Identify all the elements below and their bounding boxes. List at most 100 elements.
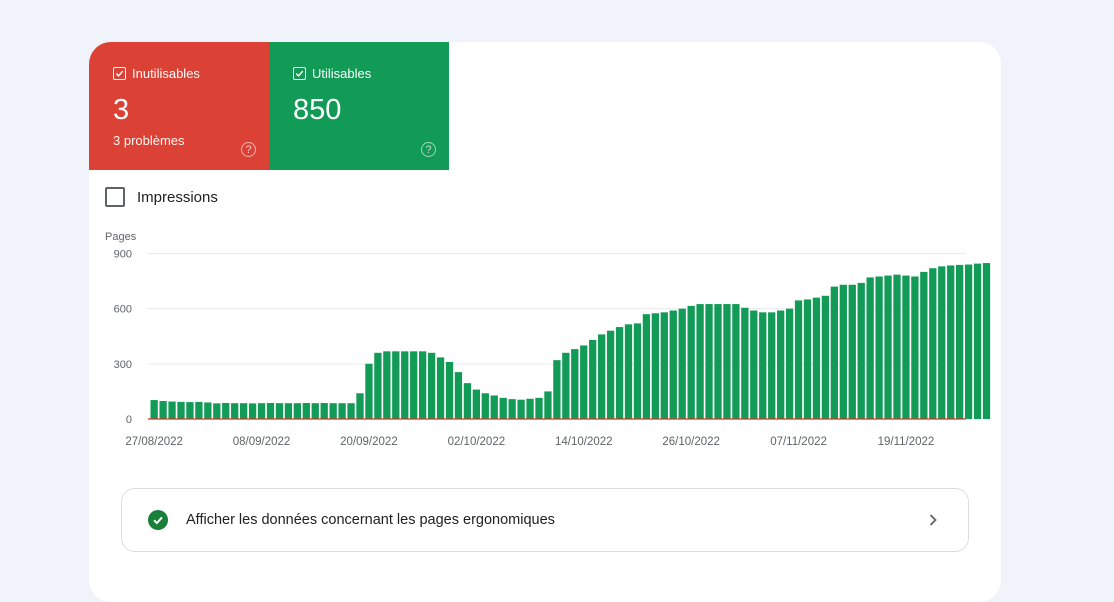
bar bbox=[526, 398, 534, 419]
bar bbox=[947, 265, 955, 419]
bar bbox=[741, 307, 749, 419]
bar bbox=[401, 351, 409, 419]
bar bbox=[803, 299, 812, 419]
bar bbox=[920, 271, 928, 419]
bar bbox=[562, 352, 570, 419]
bar bbox=[911, 276, 919, 419]
bar bbox=[866, 277, 874, 419]
bar bbox=[535, 397, 543, 419]
bar bbox=[723, 304, 731, 419]
x-tick-label: 02/10/2022 bbox=[448, 436, 506, 448]
view-usable-pages-label: Afficher les données concernant les page… bbox=[186, 512, 555, 528]
bar bbox=[848, 284, 856, 419]
view-usable-pages-link[interactable]: Afficher les données concernant les page… bbox=[121, 488, 969, 552]
bar bbox=[705, 304, 713, 419]
checkbox-checked-icon[interactable] bbox=[293, 67, 306, 80]
y-tick-label: 0 bbox=[126, 414, 132, 426]
bar bbox=[982, 263, 991, 419]
bar bbox=[445, 361, 454, 419]
bar bbox=[759, 312, 767, 419]
x-tick-label: 08/09/2022 bbox=[233, 436, 291, 448]
y-tick-label: 300 bbox=[114, 359, 132, 371]
y-tick-label: 900 bbox=[114, 249, 132, 261]
bar bbox=[392, 351, 400, 419]
bar bbox=[821, 295, 830, 419]
bar bbox=[660, 312, 668, 419]
bar bbox=[338, 403, 346, 419]
help-icon[interactable]: ? bbox=[421, 142, 436, 157]
bar bbox=[580, 345, 588, 419]
help-icon[interactable]: ? bbox=[241, 142, 256, 157]
bar bbox=[830, 286, 838, 419]
bar bbox=[481, 393, 489, 419]
bar bbox=[893, 274, 901, 419]
checkbox-checked-icon[interactable] bbox=[113, 67, 126, 80]
check-circle-icon bbox=[148, 510, 168, 530]
bar bbox=[410, 351, 418, 419]
bar bbox=[213, 403, 221, 419]
bar bbox=[812, 297, 821, 419]
bar bbox=[159, 400, 167, 419]
bar bbox=[293, 403, 301, 419]
impressions-checkbox[interactable] bbox=[105, 187, 125, 207]
bar bbox=[606, 330, 615, 419]
impressions-label: Impressions bbox=[137, 188, 218, 206]
bar bbox=[508, 399, 516, 419]
bar bbox=[419, 351, 427, 419]
bar bbox=[544, 391, 552, 419]
y-tick-label: 600 bbox=[114, 304, 132, 316]
bar bbox=[589, 339, 597, 419]
tile-unusable[interactable]: Inutilisables 3 3 problèmes ? bbox=[89, 42, 269, 170]
bar bbox=[884, 275, 892, 419]
bar bbox=[284, 403, 293, 419]
bar bbox=[320, 403, 328, 419]
bar bbox=[302, 403, 310, 419]
bar bbox=[875, 276, 883, 419]
tile-usable[interactable]: Utilisables 850 ? bbox=[269, 42, 449, 170]
tile-unusable-value: 3 bbox=[113, 94, 130, 126]
tile-usable-label: Utilisables bbox=[312, 66, 372, 81]
bar bbox=[463, 383, 472, 419]
bar bbox=[248, 403, 257, 419]
bar bbox=[678, 308, 686, 419]
bar bbox=[374, 352, 382, 419]
bar bbox=[222, 403, 230, 419]
tile-unusable-subtitle: 3 problèmes bbox=[113, 133, 185, 148]
tile-usable-header: Utilisables bbox=[293, 66, 449, 81]
x-tick-label: 07/11/2022 bbox=[770, 436, 827, 448]
impressions-toggle[interactable]: Impressions bbox=[105, 187, 218, 207]
tile-unusable-label: Inutilisables bbox=[132, 66, 200, 81]
bar bbox=[311, 403, 319, 419]
bar bbox=[168, 401, 176, 419]
bar bbox=[929, 268, 937, 419]
bar bbox=[794, 300, 803, 419]
x-tick-label: 27/08/2022 bbox=[125, 436, 183, 448]
tile-usable-value: 850 bbox=[293, 94, 342, 126]
bar bbox=[615, 327, 624, 419]
bar bbox=[186, 402, 194, 419]
bar bbox=[383, 351, 391, 419]
bar bbox=[347, 403, 355, 419]
bar bbox=[777, 310, 785, 419]
bar bbox=[329, 403, 337, 419]
report-card: Inutilisables 3 3 problèmes ? Utilisable… bbox=[89, 42, 1001, 602]
x-tick-label: 19/11/2022 bbox=[878, 436, 935, 448]
bar bbox=[857, 282, 865, 419]
bar bbox=[427, 352, 436, 419]
bar bbox=[553, 360, 561, 419]
bar bbox=[356, 393, 364, 419]
bar bbox=[598, 334, 606, 419]
bar bbox=[938, 266, 946, 419]
tile-unusable-header: Inutilisables bbox=[113, 66, 269, 81]
bar bbox=[436, 357, 445, 419]
bar bbox=[964, 264, 973, 419]
bar bbox=[365, 363, 373, 419]
y-axis-label: Pages bbox=[105, 231, 137, 243]
bar bbox=[687, 305, 695, 419]
bar bbox=[902, 275, 910, 419]
bar bbox=[177, 401, 185, 419]
bar bbox=[624, 324, 633, 419]
bar bbox=[651, 313, 659, 419]
bar bbox=[642, 314, 651, 419]
x-tick-label: 26/10/2022 bbox=[662, 436, 720, 448]
